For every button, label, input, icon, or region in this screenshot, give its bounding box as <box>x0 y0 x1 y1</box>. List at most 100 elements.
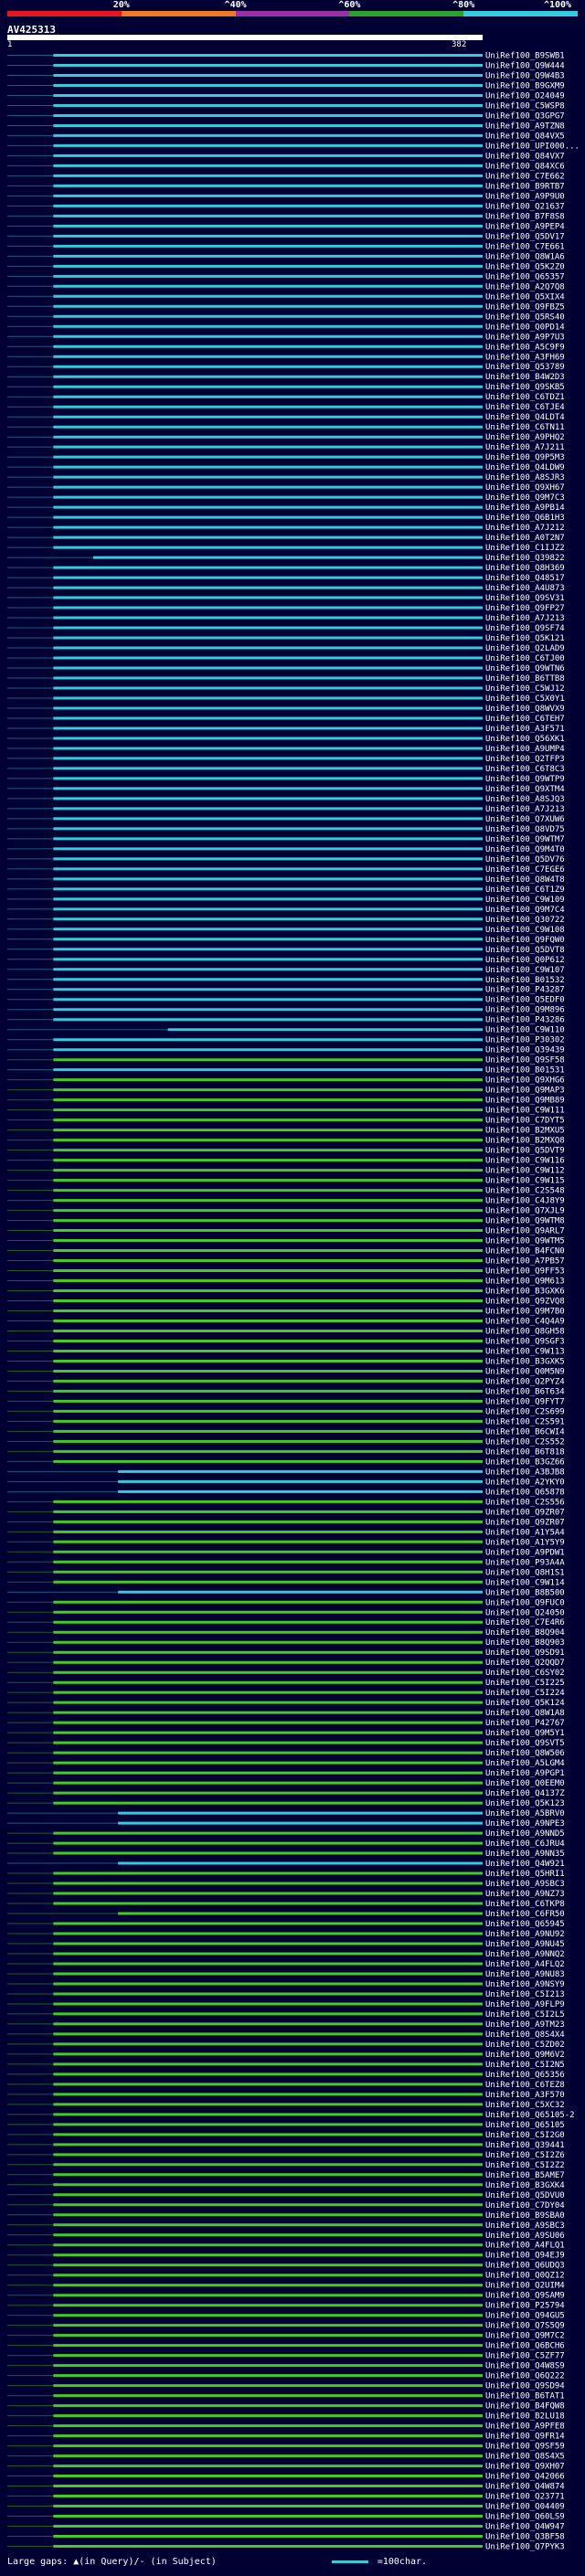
hit-row[interactable]: UniRef100_Q56XK1 <box>7 735 565 744</box>
hit-row[interactable]: UniRef100_B6CWI4 <box>7 1427 565 1436</box>
hit-row[interactable]: UniRef100_P43286 <box>7 1016 565 1025</box>
hit-row[interactable]: UniRef100_Q9W4B3 <box>7 71 565 80</box>
hit-row[interactable]: UniRef100_Q5DV76 <box>7 855 565 864</box>
hit-row[interactable]: UniRef100_A9SBC3 <box>7 1880 565 1889</box>
hit-label[interactable]: UniRef100_Q8H369 <box>485 564 565 573</box>
hit-label[interactable]: UniRef100_Q9M7B0 <box>485 1307 565 1316</box>
hit-label[interactable]: UniRef100_Q9XHG6 <box>485 1076 565 1086</box>
hit-label[interactable]: UniRef100_P30302 <box>485 1036 565 1045</box>
hit-row[interactable]: UniRef100_C6JRU4 <box>7 1839 565 1849</box>
hit-row[interactable]: UniRef100_C9W113 <box>7 1347 565 1356</box>
hit-label[interactable]: UniRef100_Q0M5N9 <box>485 1367 565 1376</box>
hit-label[interactable]: UniRef100_Q5DVT8 <box>485 946 565 955</box>
hit-row[interactable]: UniRef100_C6TJ00 <box>7 654 565 663</box>
hit-row[interactable]: UniRef100_C6T1Z9 <box>7 885 565 895</box>
hit-row[interactable]: UniRef100_B8Q903 <box>7 1638 565 1648</box>
hit-label[interactable]: UniRef100_A9PB14 <box>485 504 565 513</box>
hit-label[interactable]: UniRef100_B8Q903 <box>485 1638 565 1648</box>
hit-row[interactable]: UniRef100_C2S548 <box>7 1187 565 1196</box>
hit-label[interactable]: UniRef100_Q7XUW6 <box>485 815 565 824</box>
hit-row[interactable]: UniRef100_B2MXU5 <box>7 1127 565 1136</box>
hit-row[interactable]: UniRef100_A9TZN8 <box>7 122 565 131</box>
hit-row[interactable]: UniRef100_Q9M613 <box>7 1277 565 1287</box>
hit-row[interactable]: UniRef100_Q2LAD9 <box>7 644 565 653</box>
hit-row[interactable]: UniRef100_C5WSP8 <box>7 101 565 111</box>
hit-row[interactable]: UniRef100_A9FLP9 <box>7 2000 565 2009</box>
hit-row[interactable]: UniRef100_C7E4R6 <box>7 1618 565 1627</box>
hit-row[interactable]: UniRef100_C6TDZ1 <box>7 393 565 402</box>
hit-row[interactable]: UniRef100_Q9M896 <box>7 1006 565 1015</box>
hit-row[interactable]: UniRef100_A1Y5A4 <box>7 1528 565 1537</box>
hit-row[interactable]: UniRef100_A7J213 <box>7 805 565 814</box>
hit-row[interactable]: UniRef100_B3GZ66 <box>7 1458 565 1467</box>
hit-row[interactable]: UniRef100_Q8W4T8 <box>7 875 565 885</box>
hit-label[interactable]: UniRef100_C9W107 <box>485 966 565 975</box>
hit-row[interactable]: UniRef100_A3BJB8 <box>7 1468 565 1477</box>
hit-label[interactable]: UniRef100_B01532 <box>485 976 565 985</box>
hit-label[interactable]: UniRef100_C9W111 <box>485 1107 565 1116</box>
hit-row[interactable]: UniRef100_A9NU92 <box>7 1930 565 1939</box>
hit-row[interactable]: UniRef100_A9PGP1 <box>7 1769 565 1778</box>
hit-label[interactable]: UniRef100_Q84VX5 <box>485 132 565 141</box>
hit-row[interactable]: UniRef100_Q9W444 <box>7 61 565 70</box>
hit-label[interactable]: UniRef100_B9RTB7 <box>485 182 565 191</box>
hit-label[interactable]: UniRef100_C9W114 <box>485 1578 565 1587</box>
hit-row[interactable]: UniRef100_C6TN11 <box>7 423 565 432</box>
hit-label[interactable]: UniRef100_Q5K2Z0 <box>485 262 565 271</box>
hit-row[interactable]: UniRef100_Q6UDQ3 <box>7 2262 565 2271</box>
hit-row[interactable]: UniRef100_C6TEZ8 <box>7 2081 565 2090</box>
hit-label[interactable]: UniRef100_A9NSY9 <box>485 1980 565 1989</box>
hit-row[interactable]: UniRef100_C5I224 <box>7 1689 565 1698</box>
hit-label[interactable]: UniRef100_B2MXQ8 <box>485 1137 565 1146</box>
hit-row[interactable]: UniRef100_C5X0Y1 <box>7 694 565 704</box>
hit-row[interactable]: UniRef100_C5I2Z2 <box>7 2161 565 2170</box>
hit-label[interactable]: UniRef100_C6TN11 <box>485 423 565 432</box>
hit-label[interactable]: UniRef100_A9P9U0 <box>485 192 565 201</box>
hit-label[interactable]: UniRef100_Q65945 <box>485 1920 565 1929</box>
hit-label[interactable]: UniRef100_B5AME7 <box>485 2171 565 2180</box>
hit-label[interactable]: UniRef100_B6TAT1 <box>485 2392 565 2401</box>
hit-row[interactable]: UniRef100_C5ZD02 <box>7 2041 565 2050</box>
hit-row[interactable]: UniRef100_C7DY04 <box>7 2201 565 2210</box>
hit-row[interactable]: UniRef100_Q2UIM4 <box>7 2282 565 2291</box>
hit-row[interactable]: UniRef100_P93A4A <box>7 1558 565 1567</box>
hit-label[interactable]: UniRef100_A3BJB8 <box>485 1468 565 1477</box>
hit-row[interactable]: UniRef100_B6T818 <box>7 1447 565 1457</box>
hit-label[interactable]: UniRef100_A9NNQ2 <box>485 1950 565 1959</box>
hit-label[interactable]: UniRef100_Q94GU5 <box>485 2312 565 2321</box>
hit-row[interactable]: UniRef100_Q9M4T0 <box>7 845 565 854</box>
hit-row[interactable]: UniRef100_A9NN35 <box>7 1850 565 1859</box>
hit-label[interactable]: UniRef100_Q9FUC0 <box>485 1598 565 1607</box>
hit-row[interactable]: UniRef100_Q65105-2 <box>7 2111 575 2120</box>
hit-row[interactable]: UniRef100_A9NZ73 <box>7 1890 565 1899</box>
hit-label[interactable]: UniRef100_A4U873 <box>485 584 565 593</box>
hit-label[interactable]: UniRef100_A9TZN8 <box>485 122 565 131</box>
hit-row[interactable]: UniRef100_C5I2N5 <box>7 2061 565 2070</box>
hit-label[interactable]: UniRef100_Q9WTP9 <box>485 775 565 784</box>
hit-label[interactable]: UniRef100_Q5EDF0 <box>485 996 565 1005</box>
hit-label[interactable]: UniRef100_Q65105-2 <box>485 2111 575 2120</box>
hit-row[interactable]: UniRef100_Q9FYT7 <box>7 1397 565 1406</box>
hit-row[interactable]: UniRef100_Q04409 <box>7 2503 565 2512</box>
hit-label[interactable]: UniRef100_A3F571 <box>485 725 565 734</box>
hit-row[interactable]: UniRef100_Q4LDW9 <box>7 463 565 472</box>
hit-row[interactable]: UniRef100_Q9SF58 <box>7 1056 565 1065</box>
hit-label[interactable]: UniRef100_C5I2N5 <box>485 2061 565 2070</box>
hit-label[interactable]: UniRef100_A9NZ73 <box>485 1890 565 1899</box>
hit-label[interactable]: UniRef100_B8Q904 <box>485 1628 565 1638</box>
hit-row[interactable]: UniRef100_Q4137Z <box>7 1789 565 1798</box>
hit-row[interactable]: UniRef100_Q30722 <box>7 916 565 925</box>
hit-row[interactable]: UniRef100_Q9FQW0 <box>7 936 565 945</box>
hit-label[interactable]: UniRef100_A9NPE3 <box>485 1819 565 1829</box>
hit-label[interactable]: UniRef100_Q5K121 <box>485 634 565 643</box>
hit-row[interactable]: UniRef100_A5LGM4 <box>7 1759 565 1768</box>
hit-label[interactable]: UniRef100_Q2QQD7 <box>485 1659 565 1668</box>
hit-label[interactable]: UniRef100_B3GXK4 <box>485 2181 565 2190</box>
hit-label[interactable]: UniRef100_Q9SVT5 <box>485 1739 565 1748</box>
hit-label[interactable]: UniRef100_Q9M613 <box>485 1277 565 1287</box>
hit-label[interactable]: UniRef100_A9SU06 <box>485 2231 565 2241</box>
hit-label[interactable]: UniRef100_P43286 <box>485 1016 565 1025</box>
hit-row[interactable]: UniRef100_A9NND5 <box>7 1829 565 1839</box>
hit-label[interactable]: UniRef100_C2S556 <box>485 1498 565 1507</box>
hit-row[interactable]: UniRef100_A2YKY0 <box>7 1478 565 1487</box>
